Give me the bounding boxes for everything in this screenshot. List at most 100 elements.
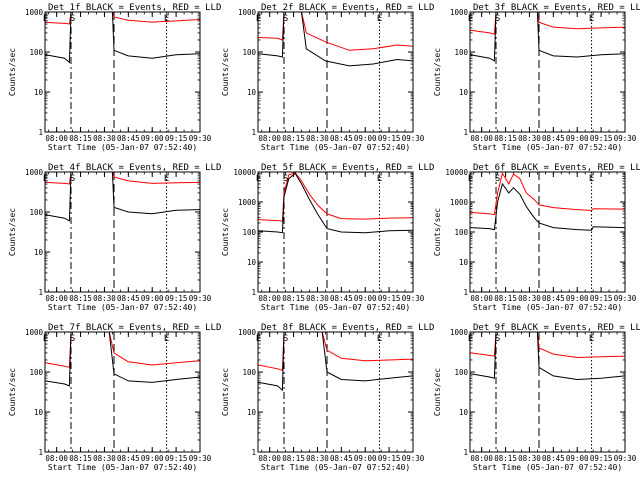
- y-axis-label: Counts/sec: [433, 368, 442, 416]
- x-tick-label: 09:00: [354, 134, 377, 143]
- x-axis-ticks: 08:00 08:15 08:30 08:45 09:00 09:15 09:30: [45, 332, 212, 463]
- marker-e: E: [589, 334, 594, 344]
- series-black-line: [258, 332, 413, 392]
- y-tick-label: 10: [34, 248, 44, 257]
- x-tick-label: 09:00: [141, 294, 164, 303]
- x-tick-label: 09:15: [165, 294, 188, 303]
- y-tick-label: 1000: [238, 328, 257, 337]
- x-tick-label: 09:30: [614, 454, 637, 463]
- x-tick-label: 09:15: [378, 454, 401, 463]
- x-tick-label: 09:00: [354, 454, 377, 463]
- chart-title: Det 7f BLACK = Events, RED = LLD: [48, 323, 221, 333]
- plot-frame: [469, 11, 626, 133]
- x-axis-ticks: 08:00 08:15 08:30 08:45 09:00 09:15 09:30: [258, 172, 425, 303]
- x-axis-ticks: 08:00 08:15 08:30 08:45 09:00 09:15 09:30: [470, 12, 637, 143]
- marker-e: E: [43, 174, 48, 184]
- chart-panel-9: Det 9f BLACK = Events, RED = LLD 1 10 100 10…: [433, 323, 640, 472]
- x-tick-label: 08:00: [45, 454, 68, 463]
- y-tick-label: 10: [247, 408, 257, 417]
- marker-e: E: [256, 14, 261, 24]
- marker-s: S: [495, 14, 500, 24]
- y-tick-label: 1: [38, 128, 43, 137]
- x-axis-label: Start Time (05-Jan-07 07:52:40): [48, 303, 197, 312]
- y-tick-label: 1000: [25, 168, 44, 177]
- series-black-line: [258, 172, 413, 234]
- x-axis-label: Start Time (05-Jan-07 07:52:40): [261, 303, 410, 312]
- y-tick-label: 100: [29, 48, 43, 57]
- series-black-line: [470, 332, 625, 381]
- x-tick-label: 08:30: [518, 454, 541, 463]
- x-tick-label: 08:45: [542, 454, 565, 463]
- series-black-line: [470, 12, 625, 62]
- plot-frame: [257, 171, 414, 293]
- marker-s: S: [283, 14, 288, 24]
- x-tick-label: 08:30: [306, 294, 329, 303]
- marker-s: S: [283, 334, 288, 344]
- x-tick-label: 08:45: [330, 134, 353, 143]
- x-axis-ticks: 08:00 08:15 08:30 08:45 09:00 09:15 09:30: [45, 12, 212, 143]
- x-tick-label: 09:00: [141, 454, 164, 463]
- marker-e: E: [164, 334, 169, 344]
- series-black-line: [45, 12, 200, 64]
- x-tick-label: 09:30: [614, 134, 637, 143]
- x-tick-label: 09:00: [566, 294, 589, 303]
- x-tick-label: 08:15: [494, 294, 517, 303]
- x-tick-label: 09:15: [590, 134, 613, 143]
- x-tick-label: 08:30: [306, 454, 329, 463]
- y-tick-label: 1000: [238, 8, 257, 17]
- marker-e: E: [256, 334, 261, 344]
- x-tick-label: 09:30: [402, 294, 425, 303]
- series-red-line: [258, 12, 413, 51]
- series-black-line: [45, 332, 200, 387]
- x-tick-label: 08:00: [470, 294, 493, 303]
- x-tick-label: 09:30: [189, 134, 212, 143]
- x-tick-label: 09:15: [378, 294, 401, 303]
- chart-title: Det 6f BLACK = Events, RED = LLD: [473, 163, 640, 173]
- marker-e: E: [256, 174, 261, 184]
- x-tick-label: 08:00: [258, 454, 281, 463]
- x-tick-label: 09:00: [141, 134, 164, 143]
- chart-title: Det 2f BLACK = Events, RED = LLD: [261, 3, 434, 13]
- x-tick-label: 09:30: [614, 294, 637, 303]
- plot-frame: [257, 331, 414, 453]
- series-black-line: [470, 182, 625, 231]
- y-tick-label: 1: [38, 448, 43, 457]
- y-axis-label: Counts/sec: [221, 368, 230, 416]
- y-tick-label: 1: [251, 128, 256, 137]
- marker-s: S: [70, 334, 75, 344]
- y-tick-label: 1000: [238, 198, 257, 207]
- y-tick-label: 100: [242, 228, 256, 237]
- y-tick-label: 1: [463, 448, 468, 457]
- y-tick-label: 100: [454, 228, 468, 237]
- x-tick-label: 08:15: [69, 294, 92, 303]
- marker-s: S: [70, 14, 75, 24]
- series-red-line: [258, 332, 413, 371]
- y-tick-label: 1000: [450, 328, 469, 337]
- y-axis-label: Counts/sec: [8, 368, 17, 416]
- x-tick-label: 08:30: [518, 294, 541, 303]
- chart-panel-2: Det 2f BLACK = Events, RED = LLD 1 10 100 10…: [221, 3, 434, 152]
- chart-panel-8: Det 8f BLACK = Events, RED = LLD 1 10 100 10…: [221, 323, 434, 472]
- y-tick-label: 100: [29, 368, 43, 377]
- x-tick-label: 08:45: [117, 454, 140, 463]
- x-tick-label: 08:30: [306, 134, 329, 143]
- y-axis-ticks: 1 10 100 1000 10000: [445, 168, 625, 297]
- y-tick-label: 10: [34, 88, 44, 97]
- y-axis-label: Counts/sec: [433, 48, 442, 96]
- marker-e: E: [468, 14, 473, 24]
- y-tick-label: 100: [29, 208, 43, 217]
- y-axis-label: Counts/sec: [221, 208, 230, 256]
- y-axis-ticks: 1 10 100 1000: [25, 168, 200, 297]
- marker-s: S: [70, 174, 75, 184]
- y-axis-label: Counts/sec: [8, 48, 17, 96]
- x-tick-label: 08:45: [117, 134, 140, 143]
- x-axis-label: Start Time (05-Jan-07 07:52:40): [261, 143, 410, 152]
- series-red-line: [45, 12, 200, 25]
- x-tick-label: 08:45: [542, 134, 565, 143]
- series-black-line: [45, 172, 200, 222]
- chart-title: Det 3f BLACK = Events, RED = LLD: [473, 3, 640, 13]
- x-tick-label: 09:30: [402, 134, 425, 143]
- marker-e: E: [164, 174, 169, 184]
- x-axis-label: Start Time (05-Jan-07 07:52:40): [473, 463, 622, 472]
- x-axis-ticks: 08:00 08:15 08:30 08:45 09:00 09:15 09:30: [470, 172, 637, 303]
